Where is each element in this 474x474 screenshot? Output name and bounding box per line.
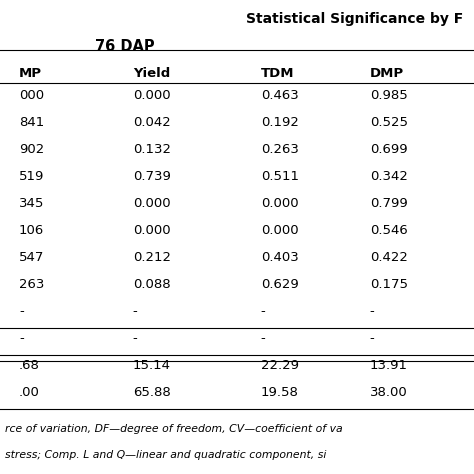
Text: 0.212: 0.212	[133, 251, 171, 264]
Text: 345: 345	[19, 197, 45, 210]
Text: 13.91: 13.91	[370, 359, 408, 372]
Text: 0.699: 0.699	[370, 143, 407, 156]
Text: 0.000: 0.000	[133, 224, 170, 237]
Text: 902: 902	[19, 143, 44, 156]
Text: .00: .00	[19, 386, 40, 399]
Text: -: -	[19, 332, 24, 345]
Text: 22.29: 22.29	[261, 359, 299, 372]
Text: 519: 519	[19, 170, 45, 183]
Text: 19.58: 19.58	[261, 386, 299, 399]
Text: -: -	[370, 332, 374, 345]
Text: TDM: TDM	[261, 67, 294, 80]
Text: 0.985: 0.985	[370, 89, 408, 102]
Text: 0.192: 0.192	[261, 116, 299, 129]
Text: 0.000: 0.000	[133, 197, 170, 210]
Text: 547: 547	[19, 251, 45, 264]
Text: -: -	[19, 305, 24, 318]
Text: 15.14: 15.14	[133, 359, 171, 372]
Text: 0.403: 0.403	[261, 251, 299, 264]
Text: -: -	[261, 332, 265, 345]
Text: 65.88: 65.88	[133, 386, 171, 399]
Text: 0.463: 0.463	[261, 89, 299, 102]
Text: -: -	[133, 305, 137, 318]
Text: rce of variation, DF—degree of freedom, CV—coefficient of va: rce of variation, DF—degree of freedom, …	[5, 424, 342, 434]
Text: 38.00: 38.00	[370, 386, 408, 399]
Text: 0.000: 0.000	[133, 89, 170, 102]
Text: 76 DAP: 76 DAP	[95, 39, 155, 54]
Text: -: -	[133, 332, 137, 345]
Text: Yield: Yield	[133, 67, 170, 80]
Text: 0.175: 0.175	[370, 278, 408, 291]
Text: 0.342: 0.342	[370, 170, 408, 183]
Text: 106: 106	[19, 224, 44, 237]
Text: -: -	[370, 305, 374, 318]
Text: 263: 263	[19, 278, 45, 291]
Text: .68: .68	[19, 359, 40, 372]
Text: 0.088: 0.088	[133, 278, 170, 291]
Text: -: -	[261, 305, 265, 318]
Text: DMP: DMP	[370, 67, 404, 80]
Text: 0.739: 0.739	[133, 170, 171, 183]
Text: 841: 841	[19, 116, 44, 129]
Text: 0.042: 0.042	[133, 116, 171, 129]
Text: 0.000: 0.000	[261, 197, 298, 210]
Text: Statistical Significance by F: Statistical Significance by F	[246, 12, 464, 26]
Text: MP: MP	[19, 67, 42, 80]
Text: 0.799: 0.799	[370, 197, 408, 210]
Text: 0.525: 0.525	[370, 116, 408, 129]
Text: 0.629: 0.629	[261, 278, 299, 291]
Text: 0.422: 0.422	[370, 251, 408, 264]
Text: 0.511: 0.511	[261, 170, 299, 183]
Text: 000: 000	[19, 89, 44, 102]
Text: 0.000: 0.000	[261, 224, 298, 237]
Text: 0.546: 0.546	[370, 224, 408, 237]
Text: 0.263: 0.263	[261, 143, 299, 156]
Text: 0.132: 0.132	[133, 143, 171, 156]
Text: stress; Comp. L and Q—linear and quadratic component, si: stress; Comp. L and Q—linear and quadrat…	[5, 450, 326, 460]
